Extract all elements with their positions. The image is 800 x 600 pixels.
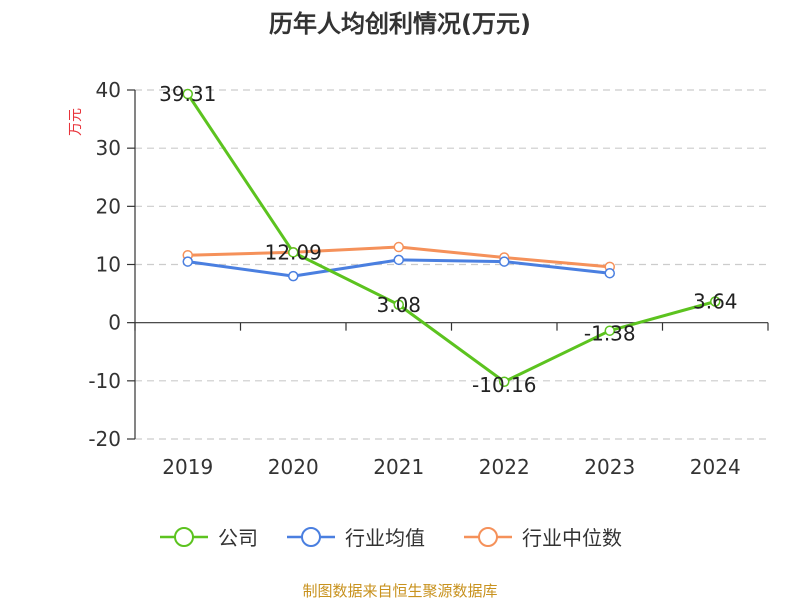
y-tick-label: 40 xyxy=(96,78,121,102)
data-label: -1.38 xyxy=(584,322,636,346)
data-label: -10.16 xyxy=(472,373,536,397)
y-tick-label: 10 xyxy=(96,253,121,277)
legend-marker xyxy=(478,527,498,547)
data-label: 3.08 xyxy=(376,293,421,317)
data-point xyxy=(499,256,510,267)
grid-lines xyxy=(135,89,768,440)
legend-marker xyxy=(174,527,194,547)
series-line-0 xyxy=(186,93,716,384)
data-point xyxy=(499,376,510,388)
legend-marker xyxy=(301,527,321,547)
data-point xyxy=(288,247,299,258)
legend-item-2[interactable]: 行业中位数 xyxy=(464,526,622,550)
series-lines xyxy=(182,88,721,388)
y-tick-label: 0 xyxy=(108,311,121,335)
legend-label: 行业中位数 xyxy=(522,526,622,550)
y-tick-label: 20 xyxy=(96,194,121,218)
legend-label: 公司 xyxy=(218,526,258,550)
legend-item-1[interactable]: 行业均值 xyxy=(287,526,425,550)
chart-title: 历年人均创利情况(万元) xyxy=(269,10,531,38)
y-axis-label: 万元 xyxy=(68,108,84,136)
data-point xyxy=(393,254,404,266)
x-tick-label: 2019 xyxy=(162,455,213,479)
x-tick-label: 2023 xyxy=(584,455,635,479)
legend-item-0[interactable]: 公司 xyxy=(160,526,258,550)
x-tick-label: 2022 xyxy=(479,455,530,479)
data-point xyxy=(604,267,615,279)
y-tick-label: -20 xyxy=(88,427,121,451)
data-point xyxy=(182,88,193,100)
data-label: 3.64 xyxy=(693,289,738,313)
data-point xyxy=(182,256,193,267)
source-note: 制图数据来自恒生聚源数据库 xyxy=(302,582,497,600)
y-tick-label: -10 xyxy=(88,369,121,393)
data-label: 12.09 xyxy=(265,240,322,264)
data-point xyxy=(604,325,615,336)
data-labels: 39.31 12.09 3.08 -10.16 -1.38 3.64 xyxy=(159,82,737,397)
legend[interactable]: 公司 行业均值 行业中位数 xyxy=(160,526,622,550)
data-point xyxy=(393,299,404,311)
legend-label: 行业均值 xyxy=(345,526,425,550)
data-label: 39.31 xyxy=(159,82,216,106)
x-tick-label: 2020 xyxy=(268,455,319,479)
x-tick-label: 2024 xyxy=(690,455,741,479)
y-tick-label: 30 xyxy=(96,136,121,160)
data-point xyxy=(710,296,721,307)
axes: 40 30 20 10 0 -10 -20 2019 2020 2021 2022 2023 2024 xyxy=(88,78,769,479)
data-point xyxy=(288,270,299,282)
x-tick-label: 2021 xyxy=(373,455,424,479)
data-point xyxy=(393,241,404,253)
